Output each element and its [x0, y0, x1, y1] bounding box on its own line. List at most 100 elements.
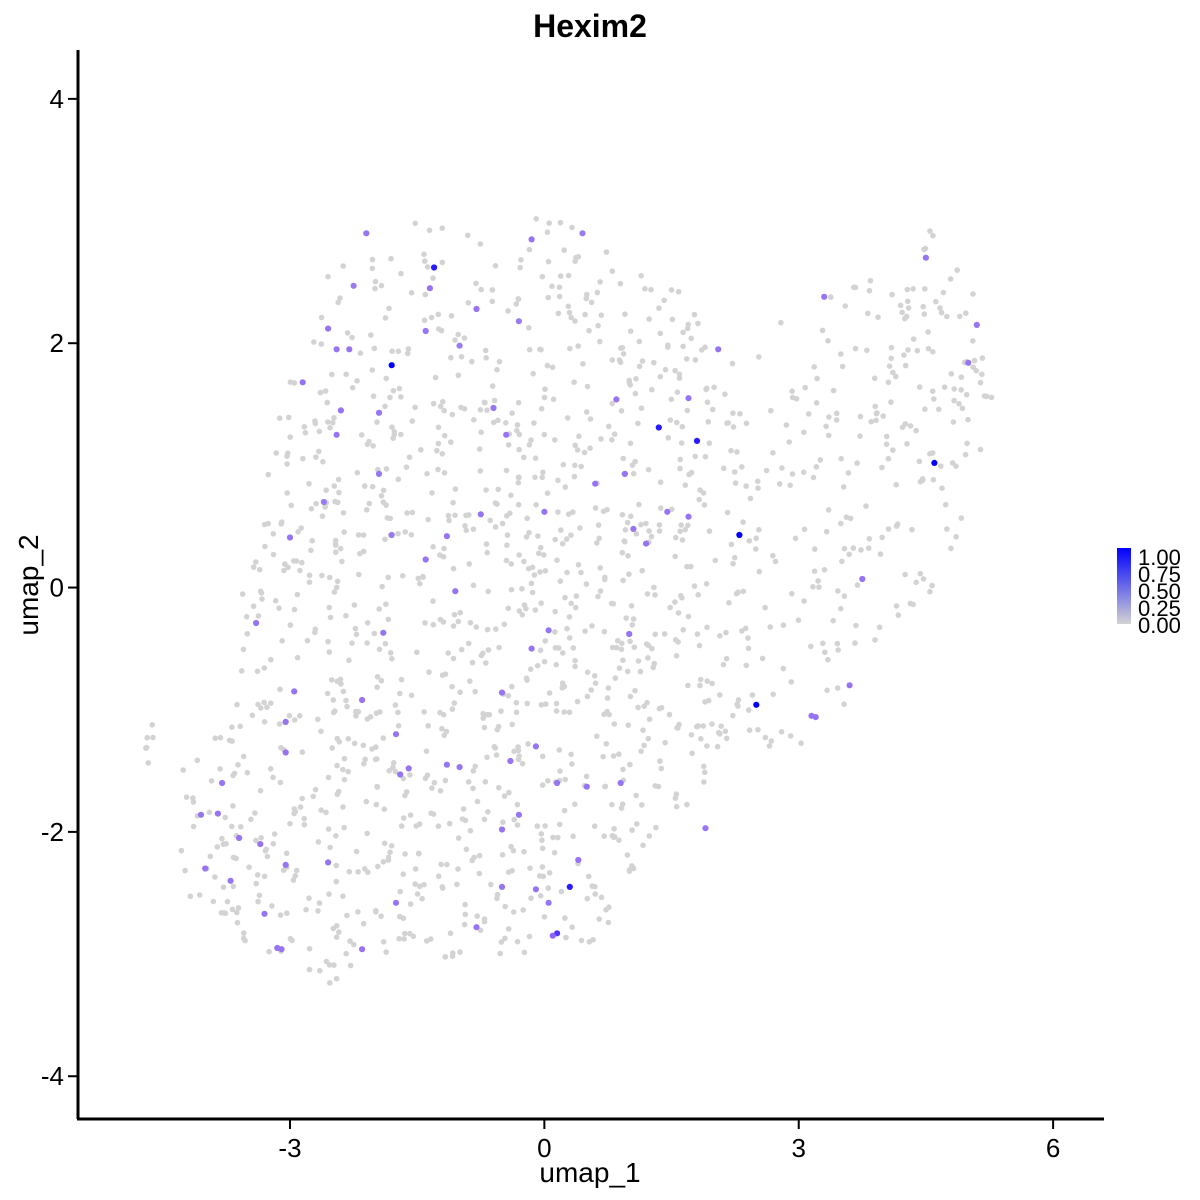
- scatter-point: [291, 558, 297, 564]
- legend-colorbar: [1117, 548, 1131, 624]
- expressed-point: [498, 826, 506, 833]
- scatter-point: [560, 461, 567, 468]
- scatter-point: [372, 756, 379, 763]
- scatter-point: [880, 413, 886, 419]
- scatter-point: [424, 470, 430, 477]
- scatter-point: [345, 736, 352, 742]
- scatter-point: [559, 685, 566, 691]
- scatter-point: [949, 460, 956, 466]
- scatter-point: [826, 414, 832, 420]
- scatter-point: [325, 273, 331, 280]
- scatter-point: [625, 553, 631, 559]
- scatter-point: [772, 558, 779, 565]
- scatter-point: [265, 520, 272, 527]
- scatter-point: [322, 388, 329, 394]
- scatter-point: [242, 937, 248, 944]
- scatter-point: [316, 448, 322, 455]
- scatter-point: [591, 823, 598, 829]
- scatter-point: [497, 950, 504, 957]
- scatter-point: [692, 357, 699, 363]
- scatter-point: [594, 289, 601, 296]
- scatter-point: [325, 419, 331, 425]
- scatter-point: [641, 742, 647, 749]
- scatter-point: [627, 638, 633, 645]
- scatter-point: [653, 824, 659, 831]
- expressed-point: [405, 765, 412, 772]
- scatter-point: [357, 350, 364, 357]
- scatter-point: [503, 467, 510, 474]
- scatter-point: [403, 789, 410, 795]
- scatter-point: [308, 547, 314, 554]
- expressed-point: [346, 346, 353, 353]
- scatter-point: [490, 419, 497, 426]
- scatter-point: [723, 629, 729, 636]
- scatter-point: [636, 501, 642, 508]
- legend-label-min: 0.00: [1138, 613, 1181, 638]
- scatter-point: [695, 320, 701, 327]
- scatter-point: [341, 755, 348, 762]
- scatter-point: [711, 384, 717, 391]
- scatter-point: [568, 751, 574, 758]
- scatter-point: [286, 712, 293, 719]
- scatter-point: [914, 347, 921, 354]
- scatter-point: [545, 885, 552, 891]
- scatter-point: [759, 655, 766, 662]
- scatter-point: [683, 356, 690, 362]
- scatter-point: [246, 864, 252, 870]
- scatter-point: [600, 508, 607, 515]
- scatter-point: [510, 909, 517, 915]
- scatter-point: [604, 695, 611, 701]
- expressed-point: [528, 645, 535, 652]
- scatter-point: [335, 476, 342, 483]
- scatter-point: [798, 740, 804, 746]
- expressed-point: [282, 749, 289, 756]
- scatter-point: [412, 866, 419, 872]
- scatter-point: [939, 485, 945, 492]
- scatter-point: [925, 329, 931, 335]
- scatter-point: [383, 466, 390, 472]
- scatter-point: [513, 699, 520, 706]
- scatter-point: [346, 657, 352, 664]
- scatter-point: [893, 603, 900, 609]
- scatter-point: [825, 432, 832, 439]
- scatter-point: [964, 440, 970, 447]
- scatter-point: [639, 567, 645, 574]
- scatter-point: [244, 631, 251, 637]
- scatter-point: [545, 778, 551, 784]
- scatter-point: [482, 399, 488, 406]
- scatter-point: [557, 219, 564, 226]
- scatter-point: [873, 410, 880, 417]
- scatter-point: [299, 795, 306, 802]
- scatter-point: [387, 394, 393, 401]
- scatter-point: [347, 962, 354, 969]
- scatter-point: [563, 934, 569, 941]
- scatter-point: [609, 400, 615, 407]
- scatter-point: [720, 661, 727, 668]
- scatter-point: [448, 439, 454, 445]
- scatter-point: [897, 302, 904, 309]
- scatter-point: [553, 700, 560, 707]
- scatter-point: [672, 553, 678, 560]
- scatter-point: [495, 417, 501, 424]
- scatter-point: [789, 471, 796, 477]
- expressed-point: [431, 264, 438, 271]
- scatter-point: [515, 744, 521, 750]
- scatter-point: [501, 793, 508, 799]
- scatter-point: [519, 760, 526, 767]
- y-tick-label: -2: [41, 817, 64, 847]
- scatter-point: [542, 638, 549, 644]
- scatter-point: [470, 582, 477, 589]
- expressed-point: [575, 856, 582, 864]
- scatter-point: [709, 680, 715, 687]
- scatter-point: [329, 745, 336, 751]
- scatter-point: [379, 583, 385, 590]
- scatter-point: [371, 630, 378, 637]
- scatter-point: [429, 490, 435, 496]
- scatter-point: [422, 620, 428, 626]
- scatter-point: [270, 774, 276, 781]
- scatter-point: [437, 709, 443, 716]
- scatter-point: [256, 566, 263, 573]
- scatter-point: [688, 563, 694, 570]
- scatter-point: [304, 637, 311, 644]
- scatter-point: [682, 526, 688, 533]
